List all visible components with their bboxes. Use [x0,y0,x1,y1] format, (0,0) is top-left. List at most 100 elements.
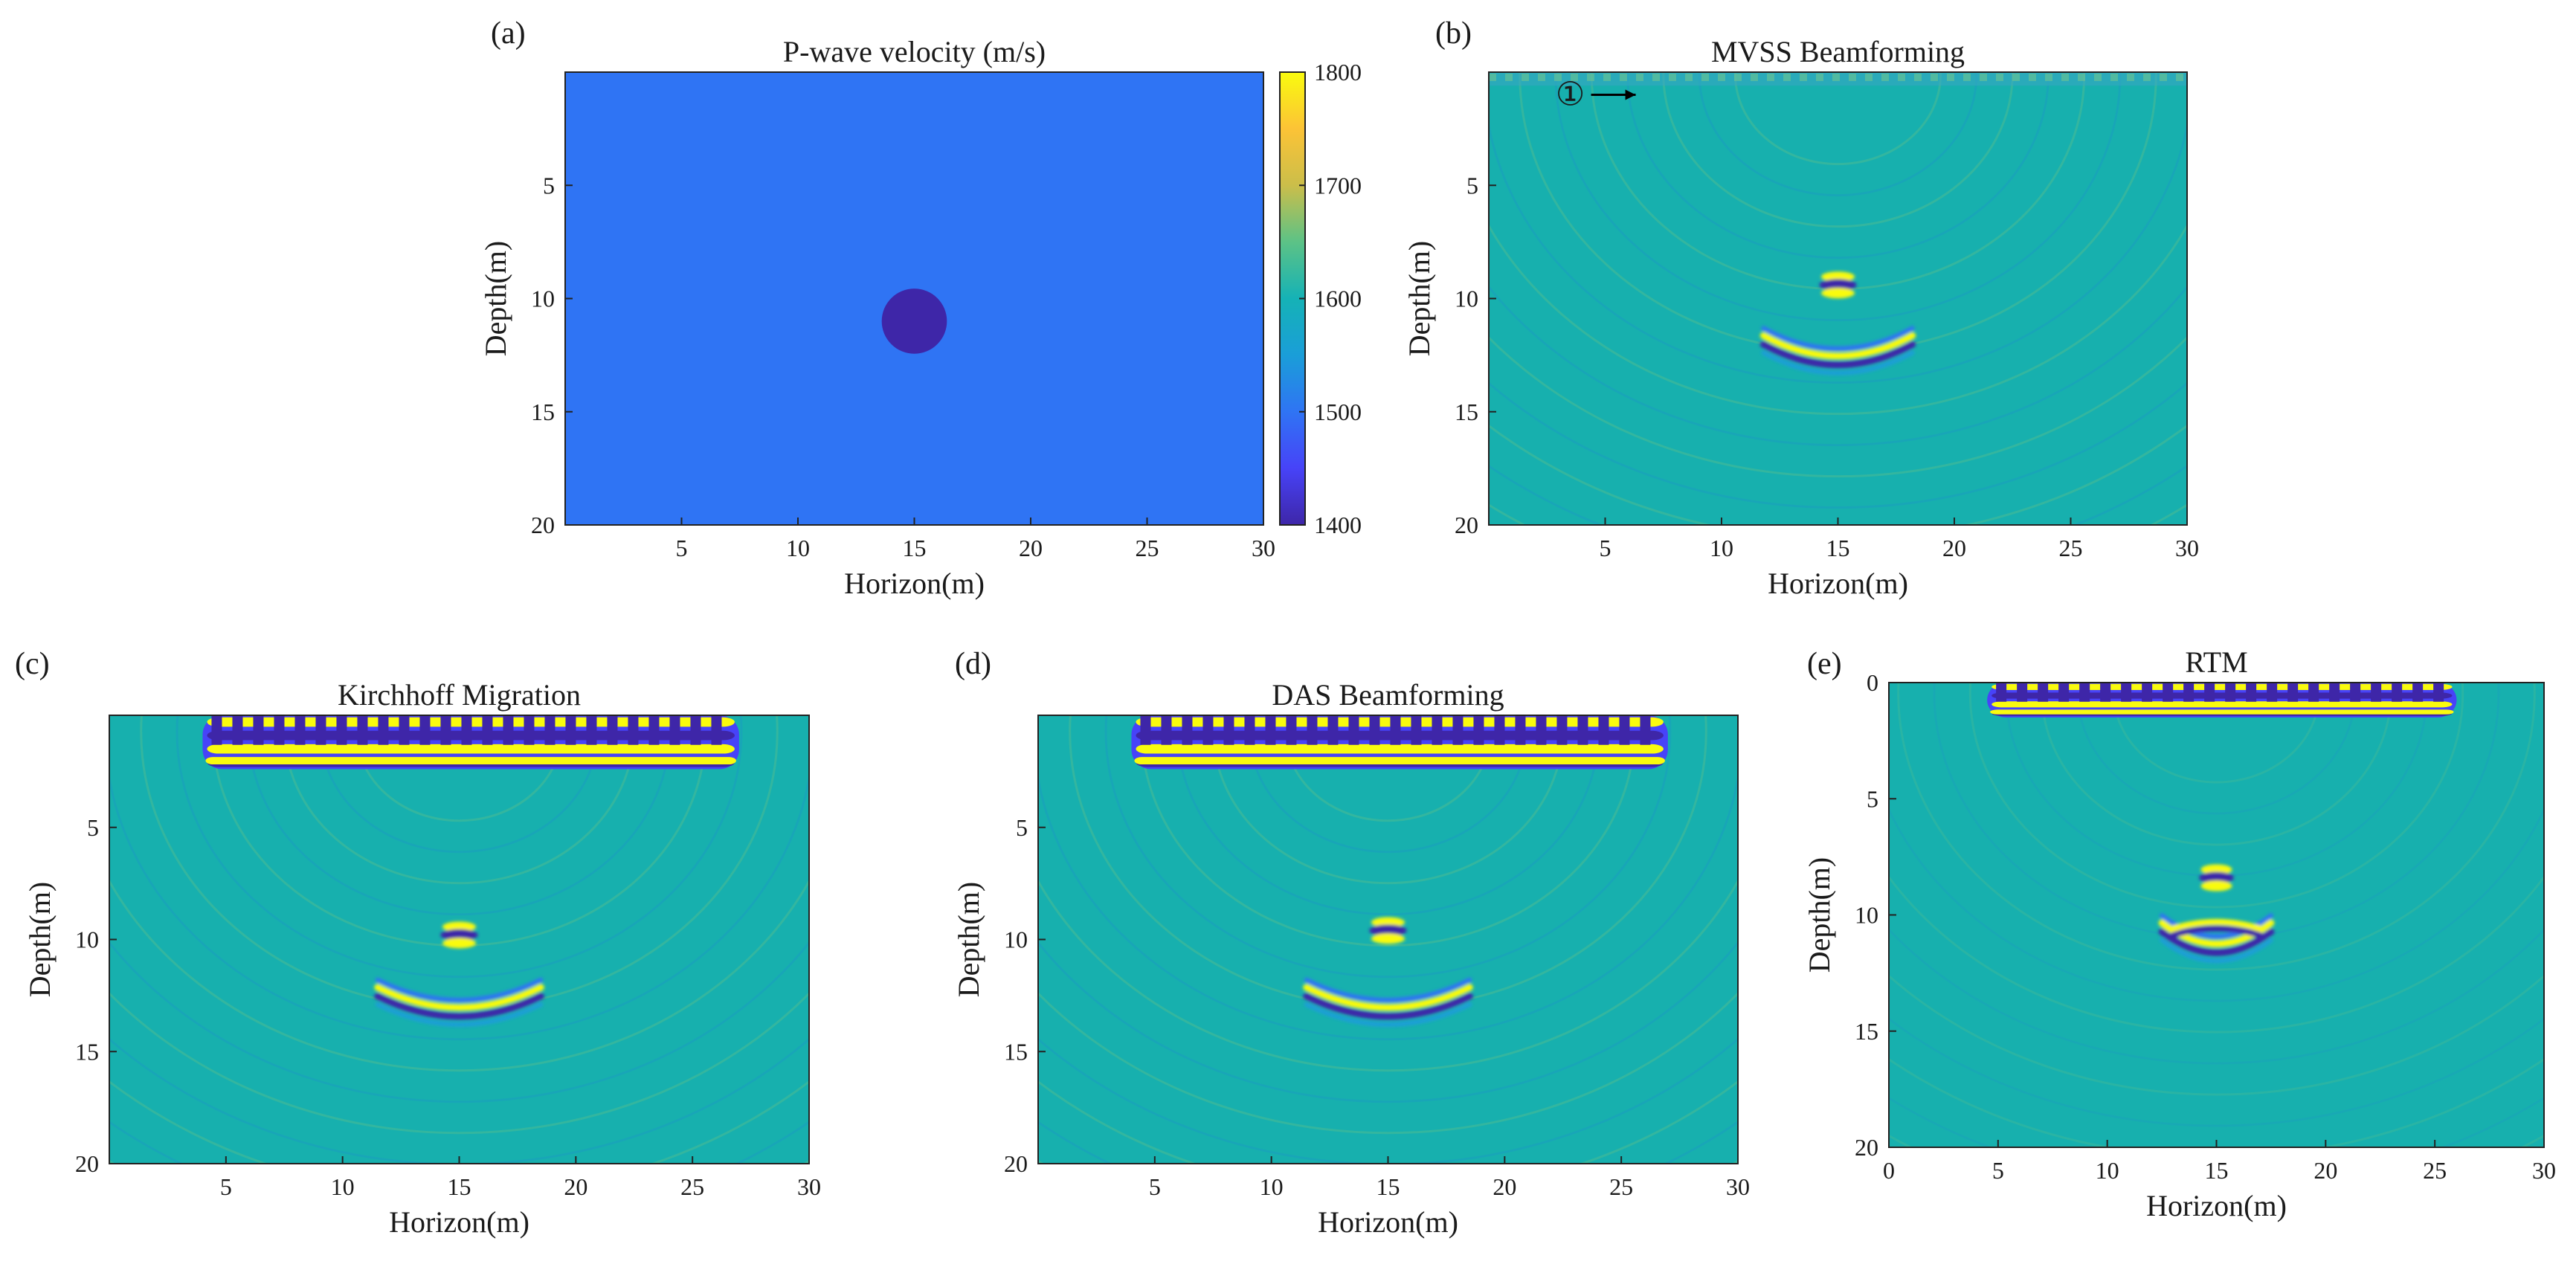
surface-band-tooth [2204,683,2215,702]
surface-band-tooth [2329,683,2340,702]
y-tick-label: 10 [1855,902,1878,929]
arc-reflector-extra [2169,925,2264,938]
surface-band-dot [2078,74,2085,81]
arc-reflector-layer [1761,350,1915,375]
x-tick-label: 15 [903,535,927,561]
surface-band-tooth [2350,683,2361,702]
surface-band-tooth [2267,683,2278,702]
surface-band-bottom [1990,709,2454,715]
arc-reflector-extra [2169,918,2264,932]
arc-reflector-layer [1304,1002,1472,1027]
x-tick-label: 15 [448,1173,471,1200]
plot-area-e [1889,683,2544,1147]
artifact-arc [1038,771,1738,1041]
surface-band [1987,683,2457,718]
artifact-arc [109,771,809,1041]
y-tick-label: 5 [1466,172,1478,199]
arc-reflector-layer [2158,928,2275,956]
surface-band-tooth [628,715,639,745]
arc-reflector-layer [374,993,544,1020]
surface-band-tooth [419,715,431,745]
panel-label: (c) [15,647,50,681]
surface-band-tooth [1182,715,1193,745]
surface-band-dot [1603,74,1611,81]
surface-band-tooth [2017,683,2028,702]
surface-band-dot [1849,74,1856,81]
velocity-anomaly [881,288,947,354]
x-tick-label: 25 [1609,1173,1633,1200]
surface-band-tooth [2058,683,2070,702]
panel-c: 5 10 15 20 25 30 5 10 15 20 Kirchhoff Migration Hor… [15,647,821,1239]
panel-d: 5 10 15 20 25 30 5 10 15 20 DAS Beamforming Horizon… [952,647,1750,1239]
surface-band-dot [1832,74,1840,81]
artifact-arc [1038,941,1738,1103]
surface-band-dot [1701,74,1709,81]
colorbar-tick-label: 1400 [1314,512,1362,538]
arc-reflector-layer [1304,977,1472,1002]
x-axis-label: Horizon(m) [1768,567,1908,600]
y-tick-label: 20 [1855,1134,1878,1161]
chart-title: P-wave velocity (m/s) [783,35,1046,68]
surface-band-tooth [2287,683,2299,702]
surface-band-tooth [1640,715,1651,745]
artifact-arc [109,878,809,1072]
surface-band-tooth [482,715,493,745]
x-axis-label: Horizon(m) [1318,1205,1458,1239]
surface-band-tooth [669,715,680,745]
arc-reflector [374,977,544,1027]
surface-band-dot [1963,74,1971,81]
x-tick-label: 30 [2532,1157,2556,1184]
surface-band-tooth [1432,715,1443,745]
surface-band-tooth [232,715,243,745]
x-tick-label: 5 [1149,1173,1161,1200]
chart-title: DAS Beamforming [1272,678,1504,712]
surface-band-dot [2012,74,2020,81]
y-tick-label: 20 [1004,1150,1028,1177]
artifact-arc [1889,1017,2544,1127]
x-tick-label: 15 [1826,535,1850,561]
point-reflector-upper [442,921,477,932]
surface-band-dot [1881,74,1889,81]
arc-reflector-layer [375,977,544,1002]
surface-band-dot [1685,74,1693,81]
artifact-arc [1489,285,2187,447]
image-background [1489,72,2187,525]
arc-reflector [2158,913,2275,964]
surface-band-dot [1538,74,1545,81]
point-reflector-core [1369,924,1407,937]
artifact-arc [1489,335,2187,477]
arc-reflector [1759,326,1916,375]
surface-band-tooth [2079,683,2090,702]
surface-band-tooth [2183,683,2195,702]
artifact-arc [109,941,809,1103]
arc-reflector-layer [2160,913,2273,939]
x-tick-label: 25 [680,1173,704,1200]
surface-band-tooth [544,715,556,745]
x-axis-label: Horizon(m) [844,567,985,600]
plot-area-d [1038,715,1738,1164]
colorbar: 1400 1500 1600 1700 1800 [1279,59,1362,538]
surface-band-stripe [207,744,735,754]
surface-band-tooth [1619,715,1630,745]
x-tick-label: 10 [1260,1173,1284,1200]
artifact-arc [1889,874,2544,1034]
surface-band-dot [1718,74,1725,81]
y-tick-label: 10 [531,286,555,312]
y-tick-label: 5 [543,172,555,199]
surface-band-dot [2061,74,2069,81]
point-reflector-core [1819,279,1857,291]
panel-label: (d) [955,647,991,681]
point-reflector-upper [1820,271,1855,283]
panel-label: (b) [1435,16,1472,51]
surface-band-tooth [1411,715,1422,745]
x-tick-label: 20 [564,1173,587,1200]
point-reflector-lower [442,938,477,949]
y-tick-label: 15 [531,399,555,425]
y-tick-label: 15 [1855,1018,1878,1045]
surface-band-tooth [2308,683,2319,702]
point-reflector-lower [1371,933,1405,944]
surface-band-tooth [2163,683,2174,702]
surface-band-tooth [1307,715,1318,745]
plot-area-c [109,715,809,1164]
